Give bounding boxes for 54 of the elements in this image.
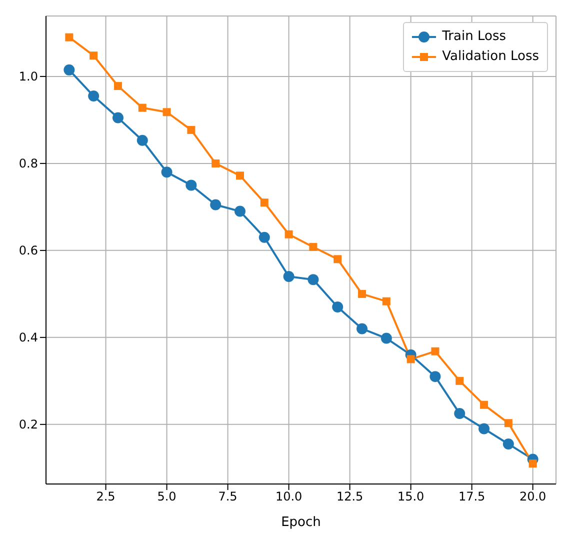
y-tick-label: 0.4 [18,330,38,345]
x-tick-label: 17.5 [458,490,486,504]
point [382,297,390,306]
point [161,166,172,178]
point [187,126,196,134]
point [358,290,366,298]
legend-label: Validation Loss [442,48,539,66]
point [454,408,466,420]
point [88,90,100,102]
point [138,104,146,112]
point [504,419,512,428]
x-tick-label: 10.0 [275,490,302,504]
point [112,112,124,124]
y-tick-label: 1.0 [18,70,38,84]
point [334,255,342,264]
y-tick-label: 0.6 [18,244,38,258]
point [260,198,268,207]
point [136,134,148,146]
point [332,301,344,312]
point [431,347,440,356]
point [309,242,318,251]
point [480,400,488,409]
x-tick-label: 20.0 [519,490,546,504]
point [64,64,75,76]
y-tick-label: 0.2 [18,418,38,432]
point [258,232,270,243]
point [502,438,514,450]
point [478,423,490,434]
point [356,323,368,334]
point [406,355,415,364]
legend-label: Train Loss [442,28,506,46]
point [90,52,98,60]
point [212,159,220,168]
x-tick-label: 12.5 [336,490,364,504]
point [236,172,244,180]
point [528,460,537,468]
x-tick-label: 15.0 [397,490,424,504]
point [284,230,293,238]
point [114,82,122,90]
point [456,376,464,385]
point [210,199,222,210]
point [186,180,197,191]
point [162,108,171,116]
x-axis-title: Epoch [281,515,321,530]
point [65,33,74,42]
x-tick-label: 2.5 [96,490,116,504]
point [430,371,441,382]
point [380,332,392,344]
point [234,206,246,217]
point [308,274,319,286]
x-tick-label: 5.0 [157,490,176,504]
x-tick-label: 7.5 [218,490,238,504]
point [283,271,294,282]
y-tick-label: 0.8 [18,156,38,171]
